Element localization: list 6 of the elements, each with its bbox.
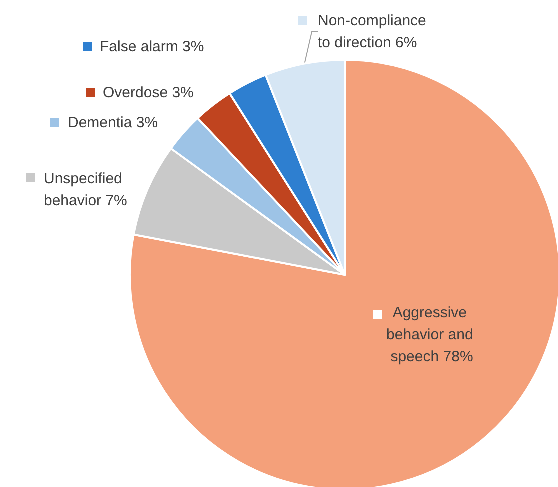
- legend-label: Non-compliance to direction 6%: [318, 12, 431, 52]
- legend-label: False alarm 3%: [100, 38, 204, 56]
- legend-label: Aggressive behavior and speech 78%: [386, 304, 478, 366]
- legend-label: Overdose 3%: [103, 84, 194, 102]
- legend-label: Unspecified behavior 7%: [44, 170, 128, 210]
- legend-label: Dementia 3%: [68, 114, 158, 132]
